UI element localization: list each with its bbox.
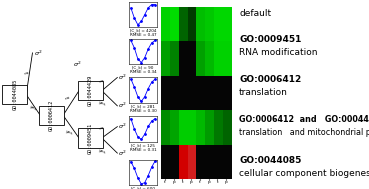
Text: GO:0006412  and   GO:00044429: GO:0006412 and GO:00044429	[239, 115, 369, 124]
Text: yes: yes	[98, 148, 107, 154]
Text: translation   and mitochondrial part: translation and mitochondrial part	[239, 128, 369, 137]
Text: $\sigma^2$: $\sigma^2$	[118, 122, 127, 131]
Text: $\sigma^2$: $\sigma^2$	[118, 101, 127, 111]
FancyBboxPatch shape	[39, 106, 64, 125]
Text: no: no	[98, 126, 105, 131]
Text: translation: translation	[239, 88, 288, 97]
Text: $\sigma^2$: $\sigma^2$	[118, 73, 127, 82]
FancyBboxPatch shape	[78, 81, 103, 100]
Text: no: no	[98, 79, 105, 84]
X-axis label: |C_k| = 281
RMSE = 0.30: |C_k| = 281 RMSE = 0.30	[130, 104, 156, 113]
Text: GO:0044429: GO:0044429	[88, 75, 93, 106]
Text: GO:0009451: GO:0009451	[239, 35, 301, 44]
Text: no: no	[23, 71, 30, 76]
Text: no: no	[64, 95, 71, 101]
Text: yes: yes	[98, 101, 107, 107]
Text: GO:0044085: GO:0044085	[239, 156, 301, 165]
Text: GO:0006412: GO:0006412	[239, 75, 301, 84]
Text: yes: yes	[65, 129, 74, 136]
Text: yes: yes	[29, 104, 38, 111]
Text: $\sigma^2$: $\sigma^2$	[118, 148, 127, 158]
Text: GO:0009451: GO:0009451	[88, 122, 93, 154]
X-axis label: |C_k| = 600
RMSE = 0.26: |C_k| = 600 RMSE = 0.26	[130, 187, 156, 189]
Text: GO:0006412: GO:0006412	[49, 100, 54, 131]
X-axis label: |C_k| = 4204
RMSE = 0.47: |C_k| = 4204 RMSE = 0.47	[130, 29, 156, 37]
FancyBboxPatch shape	[78, 129, 103, 147]
Text: RNA modification: RNA modification	[239, 48, 318, 57]
Text: $\sigma^2$: $\sigma^2$	[73, 60, 82, 69]
Text: cellular component biogenesis: cellular component biogenesis	[239, 169, 369, 178]
X-axis label: |C_k| = 90
RMSE = 0.34: |C_k| = 90 RMSE = 0.34	[130, 66, 156, 74]
Text: GO:0044085: GO:0044085	[12, 79, 17, 110]
FancyBboxPatch shape	[2, 85, 27, 104]
X-axis label: |C_k| = 125
RMSE = 0.31: |C_k| = 125 RMSE = 0.31	[130, 143, 156, 152]
Text: default: default	[239, 9, 271, 18]
Text: $\sigma^2$: $\sigma^2$	[34, 48, 42, 58]
